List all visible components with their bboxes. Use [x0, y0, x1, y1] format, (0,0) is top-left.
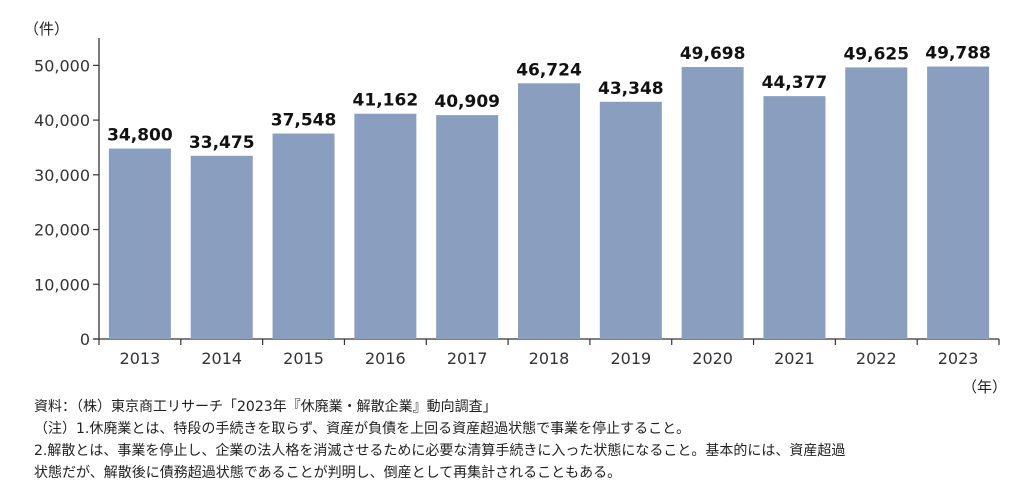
y-axis-unit: （件）: [24, 20, 70, 38]
source-note: 資料：（株）東京商工リサーチ「2023年『休廃業・解散企業』動向調査」: [34, 399, 497, 415]
x-axis-unit: （年）: [962, 378, 1008, 396]
y-tick-label: 10,000: [34, 275, 90, 294]
bar-2016: [354, 113, 417, 339]
y-tick-label: 40,000: [34, 111, 90, 130]
data-label-2022: 49,625: [843, 44, 909, 64]
x-tick-label: 2015: [283, 349, 324, 368]
bar-2018: [518, 83, 580, 339]
x-tick-label: 2022: [856, 349, 897, 368]
bar-2017: [436, 115, 499, 339]
x-tick-label: 2016: [365, 349, 406, 368]
x-tick-label: 2020: [692, 349, 733, 368]
data-label-2014: 33,475: [189, 133, 255, 153]
data-label-2021: 44,377: [762, 73, 828, 93]
y-tick-label: 20,000: [34, 221, 90, 240]
data-label-2019: 43,348: [598, 79, 664, 99]
x-tick-label: 2019: [610, 349, 651, 368]
x-tick-label: 2023: [938, 349, 979, 368]
y-tick-label: 30,000: [34, 166, 90, 185]
bar-2013: [108, 148, 171, 339]
y-tick-label: 50,000: [34, 56, 90, 75]
chart-notes: 資料：（株）東京商工リサーチ「2023年『休廃業・解散企業』動向調査」 （注）1…: [34, 396, 845, 484]
data-label-2015: 37,548: [271, 111, 337, 131]
x-tick-label: 2018: [529, 349, 570, 368]
data-label-2016: 41,162: [353, 91, 419, 111]
data-label-2013: 34,800: [107, 126, 173, 146]
x-tick-label: 2021: [774, 349, 815, 368]
x-tick-label: 2017: [447, 349, 488, 368]
bar-2022: [845, 67, 908, 340]
bar-2019: [599, 101, 662, 339]
note-1: （注）1.休廃業とは、特段の手続きを取らず、資産が負債を上回る資産超過状態で事業…: [34, 421, 691, 437]
bar-2015: [272, 133, 335, 339]
x-tick-label: 2013: [120, 349, 161, 368]
x-tick-label: 2014: [201, 349, 242, 368]
data-label-2018: 46,724: [516, 60, 582, 80]
note-2a: 2.解散とは、事業を停止し、企業の法人格を消滅させるために必要な清算手続きに入っ…: [34, 443, 846, 459]
data-label-2023: 49,788: [925, 44, 991, 64]
note-2b: 状態だが、解散後に債務超過状態であることが判明し、倒産として再集計されることもあ…: [34, 465, 622, 481]
data-label-2017: 40,909: [434, 92, 500, 112]
bar-2020: [681, 67, 744, 339]
y-tick-label: 0: [80, 330, 90, 349]
data-label-2020: 49,698: [680, 44, 746, 64]
bar-chart: 0 10,000 20,000 30,000 40,000 50,000 34,800 201…: [34, 38, 1000, 368]
bar-2023: [927, 66, 990, 339]
bar-2014: [190, 155, 253, 339]
bar-2021: [763, 96, 826, 339]
